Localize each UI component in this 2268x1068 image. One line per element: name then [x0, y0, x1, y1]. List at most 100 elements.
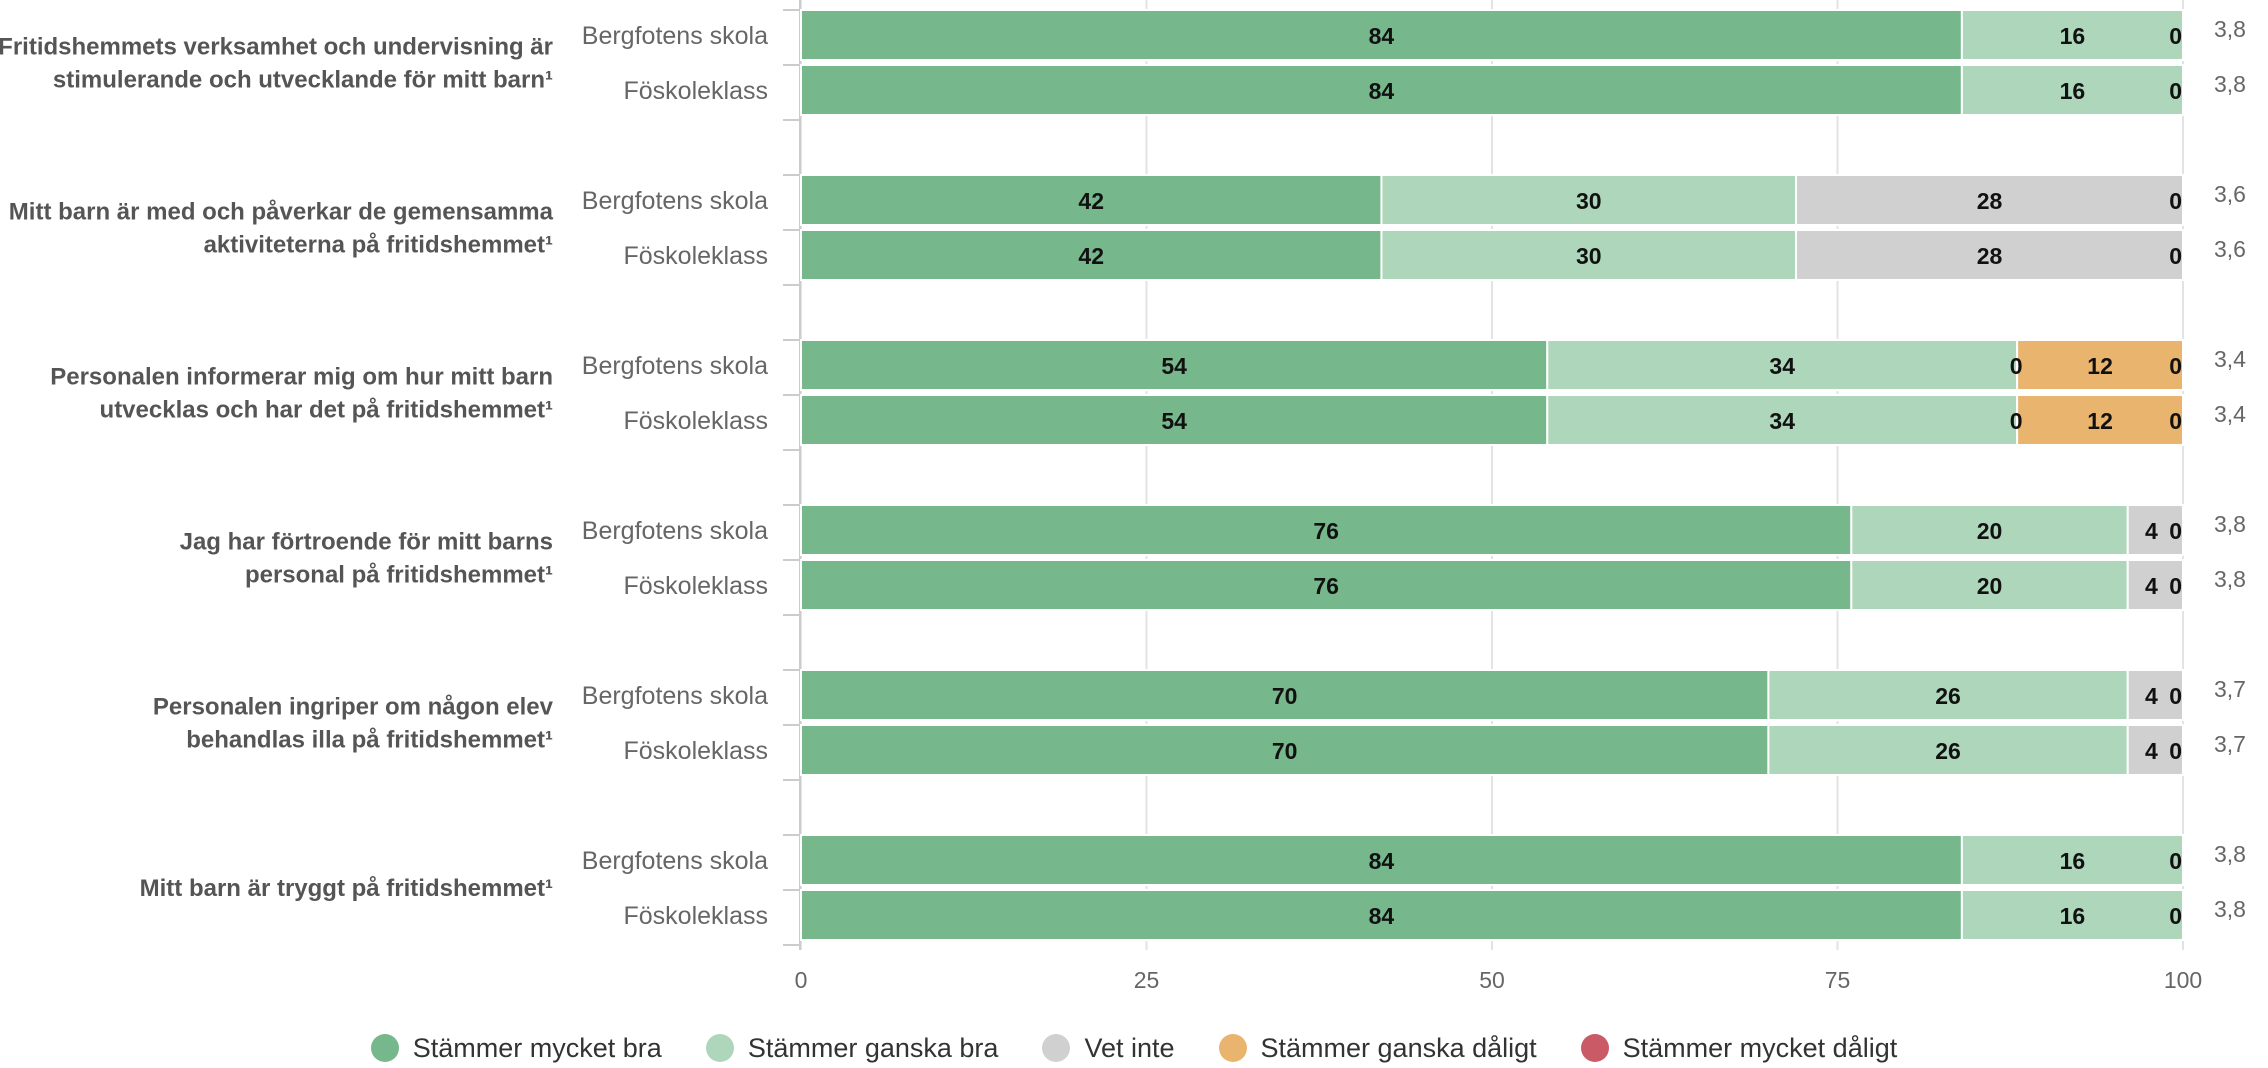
- bar-data-label: 28: [1977, 188, 2003, 214]
- bar-data-label: 42: [1078, 243, 1104, 269]
- bar-segment: [1795, 174, 2185, 226]
- bar-data-label: 76: [1313, 518, 1339, 544]
- row-label: Föskoleklass: [624, 737, 769, 765]
- bar-data-label: 0: [2169, 903, 2182, 929]
- x-tick-label: 0: [795, 967, 808, 993]
- bar-segment: [800, 394, 1549, 446]
- mean-score-label: 3,7: [2214, 676, 2246, 702]
- bar-data-label: 0: [2010, 353, 2023, 379]
- mean-score-label: 3,8: [2214, 71, 2246, 97]
- bar-data-label: 54: [1161, 353, 1187, 379]
- question-label: utvecklas och har det på fritidshemmet¹: [100, 397, 553, 424]
- stacked-bar-chart: 0 25 50 75 100 Fritidshemmets verksamhet och …: [0, 0, 2246, 993]
- bar-data-label: 84: [1369, 23, 1395, 49]
- row-label: Bergfotens skola: [582, 847, 768, 875]
- legend-dot-icon: [1580, 1034, 1609, 1062]
- bar-data-label: 70: [1272, 683, 1298, 709]
- legend-item-stammer-mycket-bra[interactable]: Stämmer mycket bra: [370, 1032, 662, 1064]
- bar-data-label: 16: [2060, 848, 2086, 874]
- bar-data-label: 0: [2169, 243, 2182, 269]
- bar-data-label: 0: [2169, 518, 2182, 544]
- bar-segment: [800, 339, 1549, 391]
- bar-segment: [800, 229, 1383, 281]
- mean-score-label: 3,4: [2214, 346, 2246, 372]
- question-label: aktiviteterna på fritidshemmet¹: [204, 232, 553, 259]
- bar-data-label: 54: [1161, 408, 1187, 434]
- question-label: Fritidshemmets verksamhet och undervisni…: [0, 34, 553, 61]
- bar-segment: [1380, 174, 1798, 226]
- question-label: behandlas illa på fritidshemmet¹: [186, 727, 553, 754]
- legend-item-stammer-ganska-bra[interactable]: Stämmer ganska bra: [705, 1032, 999, 1064]
- legend-label: Stämmer ganska bra: [747, 1032, 999, 1063]
- bar-data-label: 16: [2060, 23, 2086, 49]
- legend-label: Stämmer ganska dåligt: [1260, 1032, 1537, 1063]
- bar-data-label: 16: [2060, 78, 2086, 104]
- bar-segment: [1795, 229, 2185, 281]
- bar-segment: [1960, 9, 2184, 61]
- bar-segment: [1767, 669, 2129, 721]
- bar-data-label: 34: [1769, 353, 1795, 379]
- legend-dot-icon: [1042, 1034, 1071, 1062]
- bar-segment: [800, 724, 1770, 776]
- bar-data-label: 26: [1935, 738, 1961, 764]
- bar-data-label: 20: [1977, 573, 2003, 599]
- bar-segment: [2126, 504, 2184, 556]
- question-label: Jag har förtroende för mitt barns: [180, 529, 553, 556]
- bar-segment: [1767, 724, 2129, 776]
- question-label: stimulerande och utvecklande för mitt ba…: [53, 67, 553, 94]
- legend-dot-icon: [705, 1034, 734, 1062]
- bar-data-label: 30: [1576, 243, 1602, 269]
- legend-item-stammer-mycket-daligt[interactable]: Stämmer mycket dåligt: [1580, 1032, 1898, 1064]
- bar-data-label: 0: [2169, 738, 2182, 764]
- question-label: Personalen ingriper om någon elev: [153, 694, 554, 721]
- bar-data-label: 4: [2145, 573, 2158, 599]
- legend-label: Vet inte: [1084, 1032, 1175, 1063]
- chart-legend: Stämmer mycket bra Stämmer ganska bra Ve…: [0, 1028, 2268, 1068]
- mean-score-label: 3,4: [2214, 401, 2246, 427]
- row-label: Bergfotens skola: [582, 352, 768, 380]
- bar-data-label: 84: [1369, 78, 1395, 104]
- bar-data-label: 26: [1935, 683, 1961, 709]
- mean-score-label: 3,7: [2214, 731, 2246, 757]
- x-tick-label: 100: [2164, 967, 2202, 993]
- bar-data-label: 12: [2087, 408, 2113, 434]
- mean-score-label: 3,8: [2214, 841, 2246, 867]
- bar-data-label: 16: [2060, 903, 2086, 929]
- x-tick-label: 75: [1825, 967, 1851, 993]
- row-label: Föskoleklass: [624, 242, 769, 270]
- bar-data-label: 0: [2169, 23, 2182, 49]
- bar-data-label: 0: [2010, 408, 2023, 434]
- bar-segment: [1960, 834, 2184, 886]
- bar-segment: [1546, 394, 2019, 446]
- legend-dot-icon: [1218, 1034, 1247, 1062]
- bar-segment: [2126, 669, 2184, 721]
- row-label: Föskoleklass: [624, 902, 769, 930]
- legend-label: Stämmer mycket dåligt: [1622, 1032, 1898, 1063]
- legend-label: Stämmer mycket bra: [412, 1032, 662, 1063]
- bar-data-label: 28: [1977, 243, 2003, 269]
- bar-data-label: 84: [1369, 848, 1395, 874]
- bar-data-label: 0: [2169, 573, 2182, 599]
- row-label: Bergfotens skola: [582, 22, 768, 50]
- legend-item-vet-inte[interactable]: Vet inte: [1042, 1032, 1175, 1064]
- bar-segment: [800, 64, 1963, 116]
- row-label: Bergfotens skola: [582, 517, 768, 545]
- row-label: Föskoleklass: [624, 407, 769, 435]
- bar-data-label: 0: [2169, 848, 2182, 874]
- bar-segment: [800, 834, 1963, 886]
- bar-segment: [1960, 889, 2184, 941]
- bar-data-label: 12: [2087, 353, 2113, 379]
- bar-data-label: 76: [1313, 573, 1339, 599]
- bar-data-label: 34: [1769, 408, 1795, 434]
- bar-data-label: 42: [1078, 188, 1104, 214]
- question-label: Mitt barn är med och påverkar de gemensa…: [9, 199, 554, 226]
- legend-item-stammer-ganska-daligt[interactable]: Stämmer ganska dåligt: [1218, 1032, 1537, 1064]
- bar-segment: [800, 669, 1770, 721]
- row-label: Bergfotens skola: [582, 187, 768, 215]
- bar-data-label: 0: [2169, 408, 2182, 434]
- bar-segment: [2126, 559, 2184, 611]
- bar-data-label: 0: [2169, 683, 2182, 709]
- bar-data-label: 20: [1977, 518, 2003, 544]
- bar-segment: [2016, 339, 2185, 391]
- bar-segment: [1960, 64, 2184, 116]
